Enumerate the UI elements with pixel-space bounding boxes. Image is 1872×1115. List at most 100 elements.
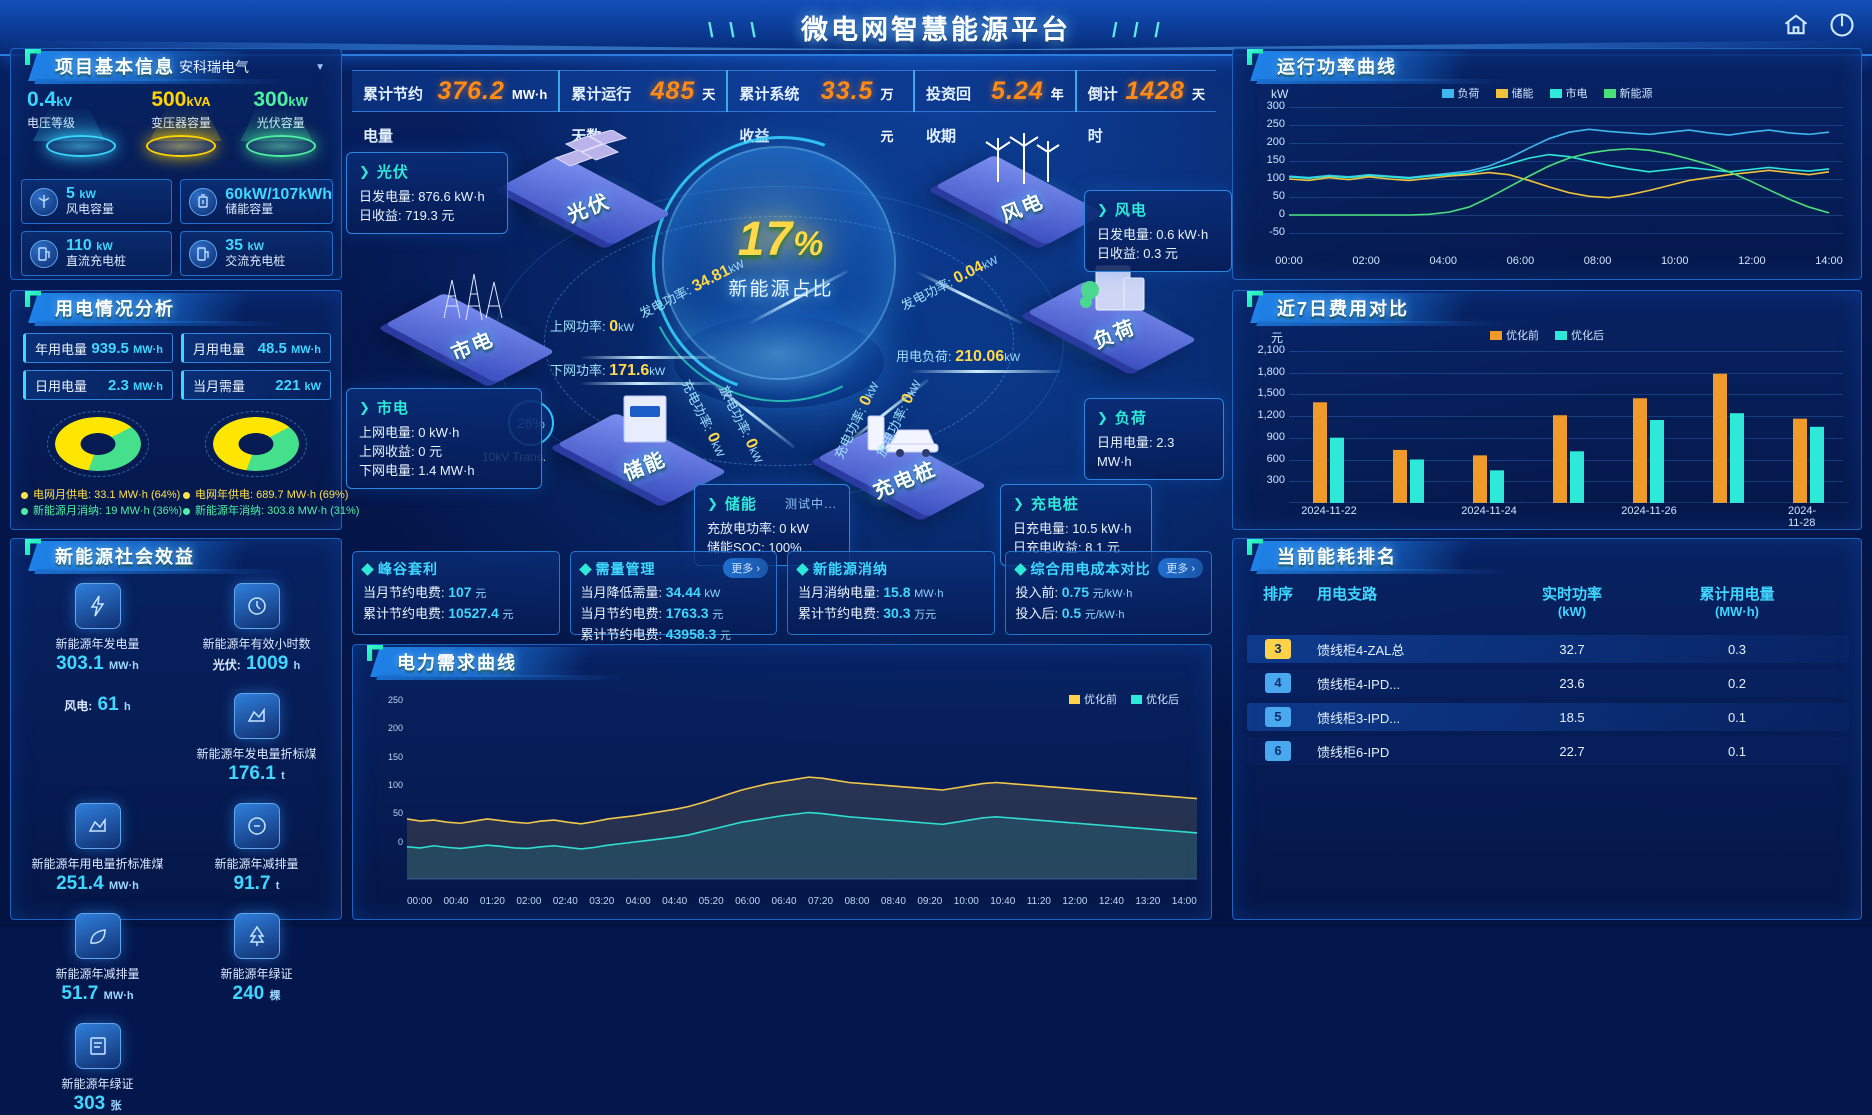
metric-row: 当月节约电费: 107 元 [363,584,487,600]
project-metric-box: 110 kW 直流充电桩 [21,231,173,276]
legend-text: 新能源年消纳: 303.8 MW·h (31%) [195,505,360,517]
corner-icon [1247,291,1263,307]
x-tick: 14:00 [1171,896,1197,907]
capacity-value: 500kVA [151,88,211,111]
corner-icon [25,291,41,307]
panel-title: 电力需求曲线 [397,653,517,673]
chevron-right-icon: ❯ [1097,409,1109,425]
x-tick: 13:20 [1135,896,1161,907]
capacity-value: 300kW [253,88,308,111]
home-icon[interactable] [1782,11,1810,39]
kpi-value: 1428 [1125,77,1185,105]
y-tick: 50 [1272,190,1285,202]
x-tick: 04:00 [625,896,651,907]
usage-value: 48.5 MW·h [257,339,321,357]
x-tick: 12:00 [1062,896,1088,907]
metric-row: 当月消纳电量: 15.8 MW·h [798,584,944,600]
kpi-unit: 天 [1191,87,1205,102]
node-pv[interactable]: 光伏 [501,130,671,246]
realtime-power: 22.7 [1559,743,1585,759]
legend-item: 储能 [1495,85,1534,101]
x-tick: 12:00 [1738,255,1766,267]
capacity-name: 电压等级 [27,114,136,131]
legend-item: 市电 [1549,85,1588,101]
power-icon[interactable] [1828,11,1856,39]
capacity-row: 0.4kV 电压等级 500kVA 变压器容量 300kW 光伏容量 [19,89,335,157]
social-value: 176.1 t [228,763,285,784]
legend-item: 优化前 [1490,327,1539,343]
kpi-label: 倒计时 [1087,86,1118,145]
table-row[interactable]: 4 馈线柜4-IPD... 23.6 0.2 [1247,669,1849,697]
wind-turbine-icon [30,187,58,216]
node-load[interactable]: 负荷 [1027,256,1197,372]
node-wind[interactable]: 风电 [935,130,1105,246]
power-chart: kW 负荷 储能 市电 新能源 300 250 200 150 100 50 0 -50 00:00… [1243,85,1851,271]
company-selector[interactable]: 安科瑞电气 ▼ [173,55,331,79]
callout-title-row: ❯ 负荷 [1097,407,1211,428]
x-tick: 06:00 [735,896,761,907]
x-tick: 04:00 [1429,255,1458,267]
kpi-item: 投资回收期 5.24 年 [915,70,1077,145]
social-value: 51.7 MW·h [61,983,134,1004]
clock-icon [233,583,280,629]
corner-icon [25,49,41,65]
diamond-icon [1013,562,1027,576]
power-y-unit: kW [1271,87,1289,101]
x-tick: 00:00 [407,896,433,907]
column-header: 排序 [1262,586,1293,603]
node-ev[interactable]: 充电桩 [817,402,987,518]
x-tick: 06:00 [1506,255,1535,267]
app-header: \ \ \ 微电网智慧能源平台 / / / [0,0,1872,56]
x-tick: 10:40 [990,896,1016,907]
column-header: 用电支路 [1317,586,1378,603]
callout-row: 日收益: 0.3 元 [1097,246,1178,261]
more-button[interactable]: 更多 › [723,558,768,578]
x-tick: 10:00 [953,896,979,907]
table-row[interactable]: 6 馈线柜6-IPD 22.7 0.1 [1247,737,1849,765]
legend-item: 优化后 [1555,327,1604,343]
social-value: 303.1 MW·h [56,653,139,674]
callout-row: 日发电量: 876.6 kW·h [359,189,485,204]
chevron-down-icon: ▼ [315,61,325,73]
social-benefit-grid: 新能源年发电量 303.1 MW·h 新能源年有效小时数 光伏: 1009 h 风电: … [21,583,333,1115]
donut-month [43,409,153,487]
panel-energy-ranking: 当前能耗排名 排序 用电支路 实时功率 (kW) 累计用电量 (MW·h) 3 馈线柜4-Z… [1232,538,1862,920]
battery-icon [189,187,218,216]
x-tick: 12:40 [1098,896,1124,907]
callout-title-row: ❯ 光伏 [359,161,495,182]
kpi-value: 5.24 [991,77,1044,105]
table-row[interactable]: 3 馈线柜4-ZAL总 32.7 0.3 [1247,635,1849,663]
panel-cost-comparison: 近7日费用对比 元 优化前 优化后 2,100 1,800 1,500 1,200 900… [1232,290,1862,530]
rank-badge: 6 [1265,741,1291,761]
project-metric-box: 5 kW 风电容量 [21,179,173,224]
x-tick: 08:40 [880,896,906,907]
box-value: 60kW/107kWh [225,185,332,203]
more-button[interactable]: 更多 › [1158,558,1203,578]
table-row[interactable]: 5 馈线柜3-IPD... 18.5 0.1 [1247,703,1849,731]
flow-label-load: 用电负荷: 210.06kW [896,348,1021,365]
social-benefit-item: 新能源年用电量折标准煤 251.4 MW·h [21,803,174,895]
cost-chart: 元 优化前 优化后 2,100 1,800 1,500 1,200 900 600 300 2… [1243,327,1851,529]
metric-card-title: 峰谷套利 [378,561,438,577]
x-tick: 02:00 [516,896,542,907]
social-value: 91.7 t [233,873,280,894]
metric-card: 新能源消纳 当月消纳电量: 15.8 MW·h 累计节约电费: 30.3 万元 [787,551,995,635]
node-ess[interactable]: 储能 [557,388,727,504]
legend-text: 电网年供电: 689.7 MW·h (69%) [195,489,349,501]
power-chart-legend: 负荷 储能 市电 新能源 [1243,85,1851,101]
capacity-item: 500kVA 变压器容量 [136,89,227,157]
metric-cards-row: 峰谷套利 当月节约电费: 107 元累计节约电费: 10527.4 元 需量管理 更多… [352,551,1212,642]
branch-name: 馈线柜4-IPD... [1317,676,1401,692]
callout-title-row: ❯ 储能 测试中... [707,493,837,514]
x-tick: 00:40 [443,896,469,907]
flow-label-grid-up: 上网功率: 0kW [550,318,635,335]
coal2-icon [74,803,121,849]
social-benefit-item: 新能源年有效小时数 光伏: 1009 h [180,583,333,675]
x-tick: 2024-11-22 [1301,505,1357,517]
social-benefit-item: 新能源年发电量 303.1 MW·h [21,583,174,675]
node-grid[interactable]: 市电 [385,268,555,384]
kpi-unit: 年 [1050,87,1064,102]
realtime-power: 18.5 [1559,709,1585,725]
chevron-right-icon: ❯ [1097,201,1109,217]
x-tick: 04:40 [662,896,688,907]
